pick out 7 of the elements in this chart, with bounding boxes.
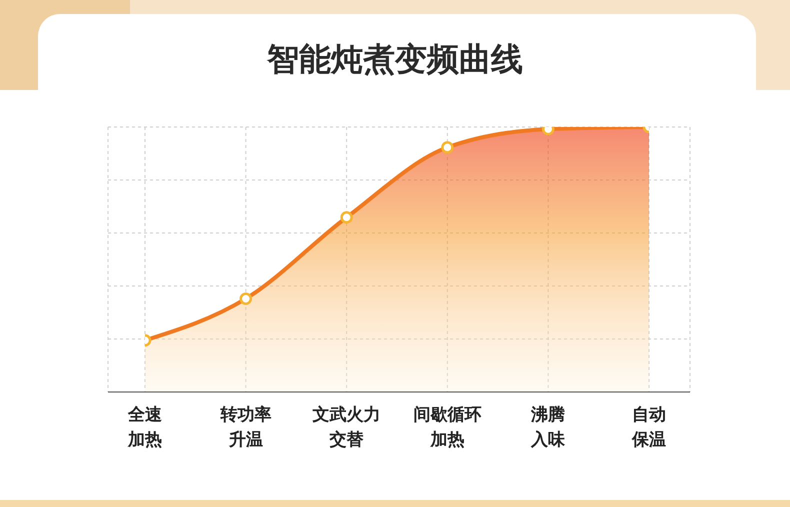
chart-title: 智能炖煮变频曲线 [266,39,524,80]
x-tick-label: 自动保温 [631,405,666,450]
x-tick-label: 间歇循环加热 [413,405,482,450]
x-tick-label: 全速加热 [127,405,162,450]
x-tick-label: 文武火力交替 [312,405,381,450]
x-tick-label: 沸腾入味 [530,405,566,450]
x-tick-label: 转功率升温 [219,405,272,450]
